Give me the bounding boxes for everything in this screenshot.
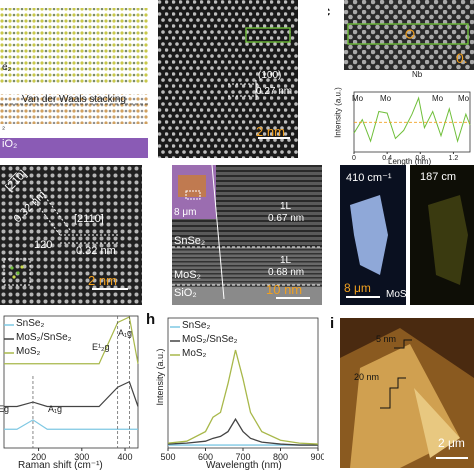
spacing-label-2: 0.32 nm [76, 245, 116, 257]
direction-label-2: [2110] [74, 213, 104, 225]
chart-h-tick-label: 500 [160, 452, 175, 462]
panel-e: e 8 μm 1L 0.67 nm SnSe₂ 1L 0.68 nm MoS₂ … [158, 165, 322, 305]
mo-label-3: Mo [432, 94, 444, 103]
afm-image [340, 318, 474, 468]
height-label-1: 5 nm [376, 334, 397, 344]
height-label-2: 20 nm [354, 372, 380, 382]
small-label: ₂ [2, 122, 6, 131]
layer-label: e₂ [2, 62, 12, 73]
panel-b: b (100) 0.27 nm 2 nm [158, 0, 298, 158]
chart-c-tick-label: 0.8 [415, 155, 425, 160]
material-label: MoS₂ [386, 289, 411, 300]
chart-g-tick-label: 300 [74, 452, 89, 462]
spacing-label: 0.27 nm [256, 86, 293, 97]
raman-spectra-chart: 200 300 400 [3, 315, 139, 462]
peak-a1g: A₁g [118, 328, 133, 338]
panel-letter-i: i [330, 315, 335, 332]
panel-i: i 5 nm 20 nm 2 μm [330, 312, 474, 474]
cross-section-image [172, 165, 322, 305]
scale-bar-label: 2 μm [438, 436, 465, 450]
plane-label: (100) [258, 70, 282, 81]
lattice-image [0, 165, 142, 305]
corner-label: 0. [456, 50, 468, 66]
peak-e2g: E¹₂g [92, 342, 110, 352]
panel-letter-c: c [328, 4, 330, 19]
mid-spacing-label: 0.68 nm [268, 267, 305, 278]
chart-g-tick-label: 400 [118, 452, 133, 462]
atom-strip-image [344, 0, 474, 70]
legend-snse2: SnSe₂ [182, 320, 211, 331]
chart-h-tick-label: 900 [310, 452, 324, 462]
legend-hetero: MoS₂/SnSe₂ [182, 334, 238, 345]
mo-label-4: Mo [458, 94, 470, 103]
angle-label: 120 [34, 239, 53, 251]
legend-mos2: MoS₂ [182, 348, 207, 359]
mo-label-2: Mo [380, 94, 392, 103]
chart-c-tick-label: 0.4 [382, 155, 392, 160]
scale-bar-label: 10 nm [266, 282, 303, 297]
substrate-label: SiO₂ [174, 287, 197, 299]
wavenumber-2: 187 cm [420, 171, 457, 183]
chart-c-tick-label: 1.2 [449, 155, 459, 160]
chart-g-series-0 [4, 419, 138, 430]
scale-bar-label: 8 μm [344, 281, 371, 295]
top-spacing-label: 0.67 nm [268, 213, 305, 224]
legend-hetero: MoS₂/SnSe₂ [16, 332, 72, 343]
mid-layer-label: 1L [280, 255, 292, 266]
scale-bar-label: 2 nm [88, 273, 117, 288]
pl-spectra-chart: 500 600 700 800 900 [160, 317, 324, 462]
panel-c: c 0. 0 0.4 0.8 1.2 Intensity (a.u.) Length … [328, 0, 474, 165]
inset-scale: 8 μm [174, 207, 197, 218]
nb-label: Nb [412, 70, 423, 79]
chart-g-series-2 [4, 316, 139, 365]
chart-c-series [353, 96, 471, 144]
chart-g-frame [3, 315, 139, 449]
line-profile-chart: 0 0.4 0.8 1.2 [352, 91, 471, 160]
chart-c-tick-label: 0 [352, 155, 356, 160]
chart-h-tick-label: 700 [235, 452, 250, 462]
panel-letter-h: h [146, 312, 156, 328]
panel-a: e₂ Van der Waals stacking ₂ iO₂ [0, 0, 148, 158]
chart-h-series-2 [167, 349, 319, 445]
panel-d: [2̅1̅0] 0.32 nm [2110] 0.32 nm 120 2 nm [0, 165, 142, 305]
chart-h-series-1 [167, 417, 318, 446]
chart-h-tick-label: 800 [273, 452, 288, 462]
chart-g-xlabel: Raman shift (cm⁻¹) [18, 460, 103, 471]
chart-h-xlabel: Wavelength (nm) [206, 460, 282, 471]
peak-eg: Eg [0, 404, 10, 414]
mo-label-1: Mo [352, 94, 364, 103]
top-layer-label: 1L [280, 201, 292, 212]
substrate-label: iO₂ [2, 138, 18, 150]
peak-a1g-small: A₁g [48, 404, 63, 414]
mat2-label: MoS₂ [174, 269, 201, 281]
chart-h-tick-label: 600 [198, 452, 213, 462]
legend-snse2: SnSe₂ [16, 318, 45, 329]
raman-maps [340, 165, 474, 305]
scale-bar-label: 2 nm [256, 124, 285, 139]
wavenumber-1: 410 cm⁻¹ [346, 172, 392, 184]
legend-mos2: MoS₂ [16, 346, 41, 357]
crystal-model [0, 8, 148, 158]
panel-g: 200 300 400 SnSe₂ MoS₂/SnSe₂ MoS₂ E¹₂g A₁g… [0, 312, 142, 474]
chart-g-series-1 [4, 380, 139, 408]
chart-c-ylabel: Intensity (a.u.) [333, 87, 343, 138]
panel-h: 500 600 700 800 900 h Intensity (a.u.) SnSe₂… [146, 312, 324, 474]
stem-image [158, 0, 298, 158]
stacking-label: Van der Waals stacking [22, 94, 126, 105]
chart-c-xlabel: Length (nm) [388, 157, 432, 165]
panel-f: f 410 cm⁻¹ 187 cm 8 μm MoS₂ [330, 165, 474, 305]
chart-h-ylabel: Intensity (a.u.) [155, 348, 165, 406]
mat1-label: SnSe₂ [174, 235, 206, 247]
chart-g-tick-label: 200 [31, 452, 46, 462]
